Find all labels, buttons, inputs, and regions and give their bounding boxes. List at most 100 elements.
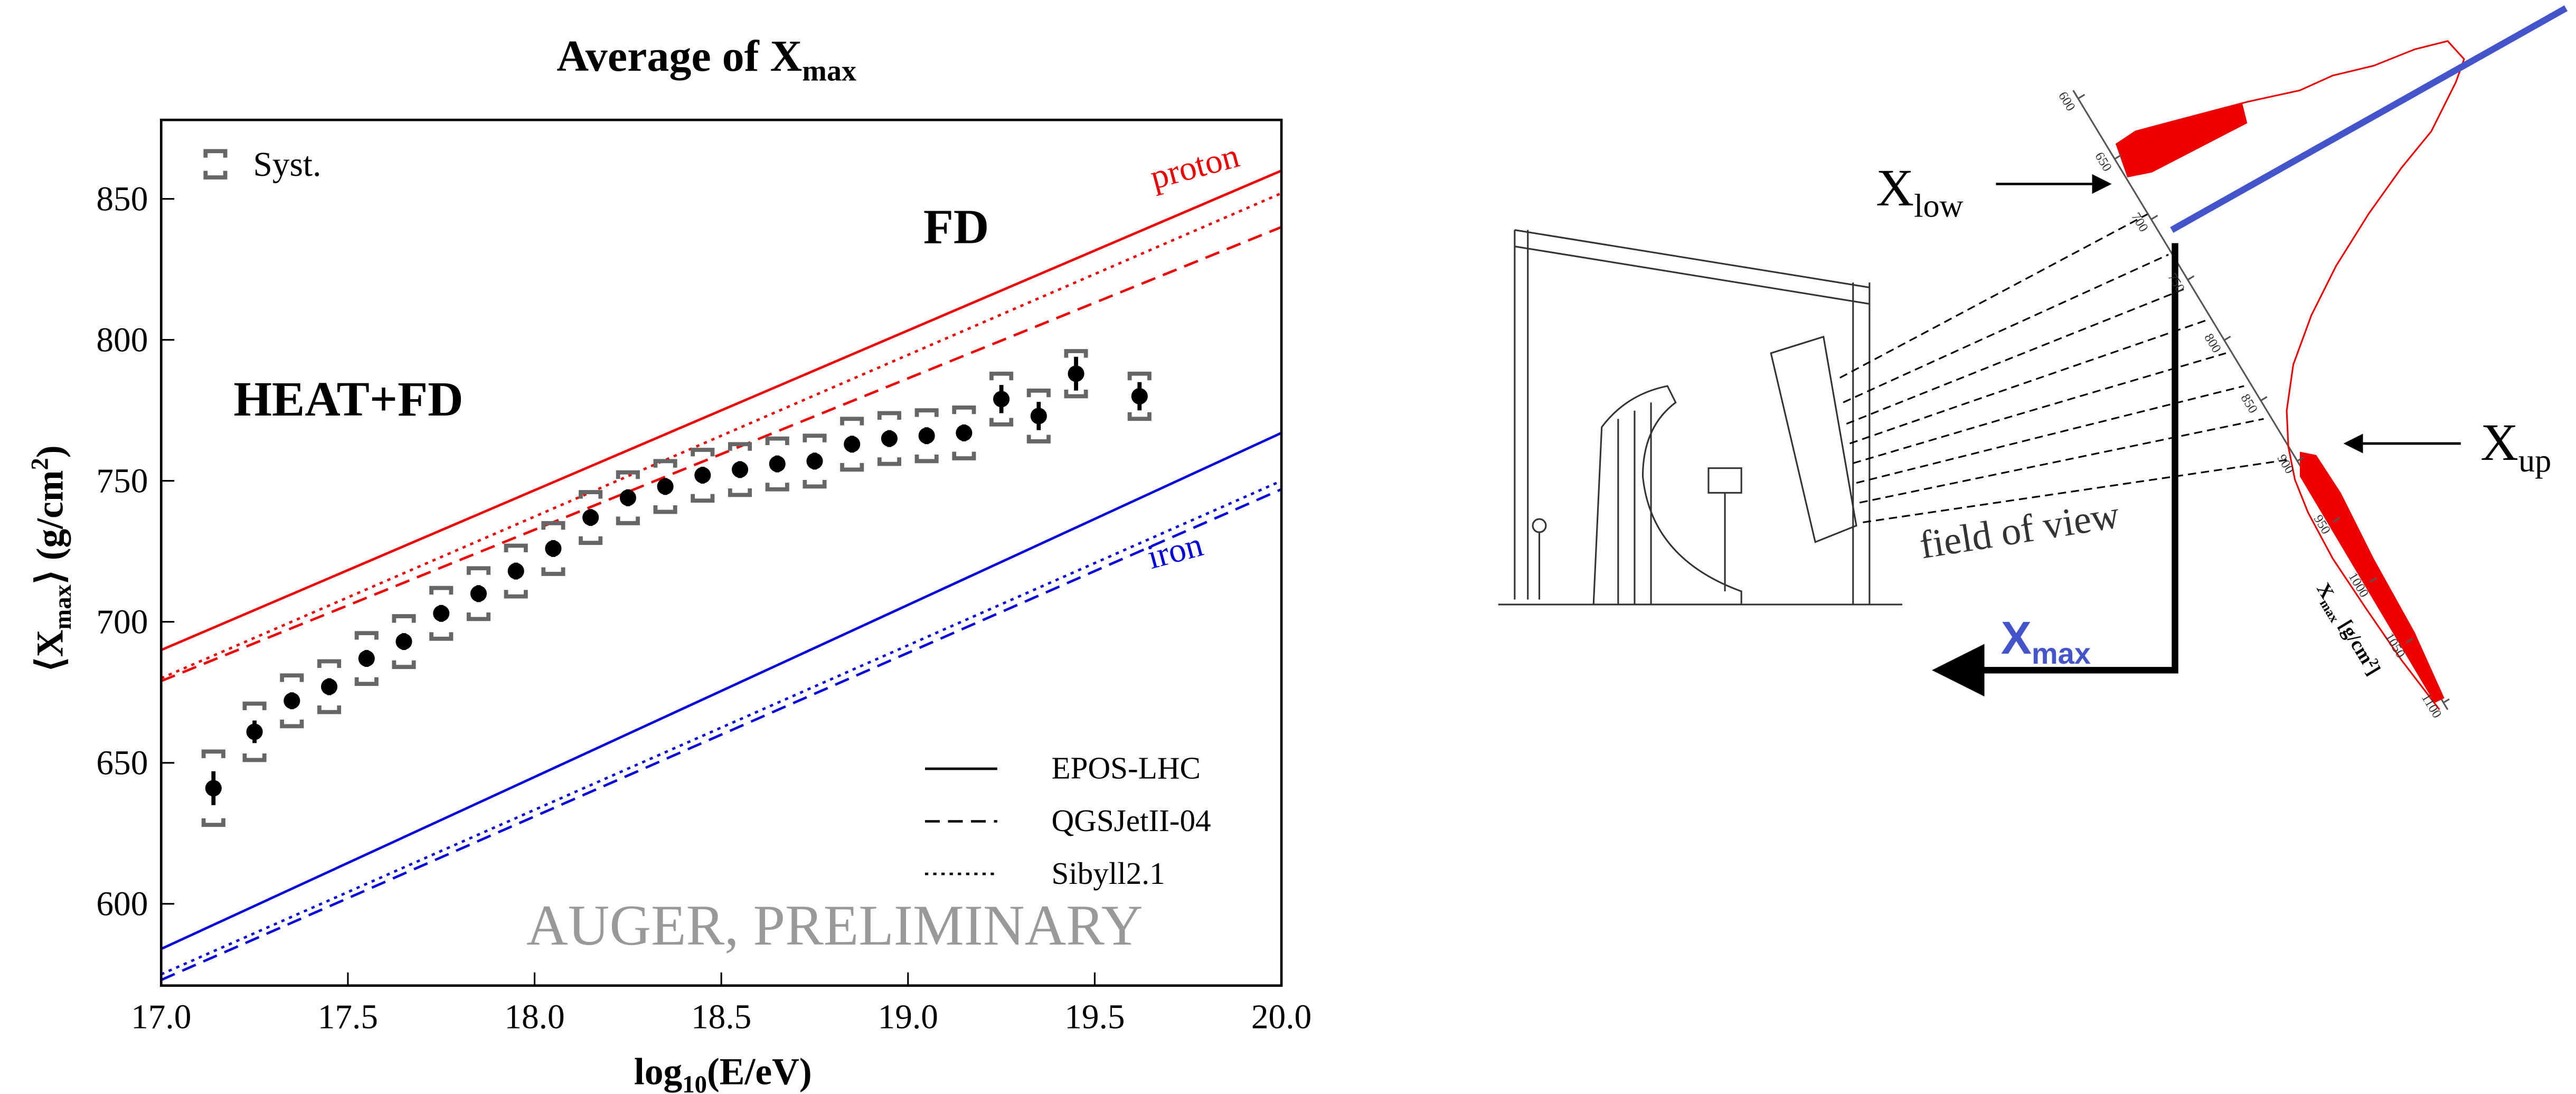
scale-tick xyxy=(2333,517,2341,523)
fov-label: field of view xyxy=(1917,493,2122,568)
data-point xyxy=(731,461,749,478)
hist-outline xyxy=(2115,40,2465,710)
syst-bracket xyxy=(541,521,565,576)
data-point xyxy=(844,436,861,452)
xmax-arrow xyxy=(1932,243,2178,697)
data-point xyxy=(956,425,973,441)
scale-tick xyxy=(2405,638,2413,644)
fd-label: FD xyxy=(923,200,989,254)
syst-bracket xyxy=(504,543,528,599)
xmax-sub: max xyxy=(2032,637,2091,670)
syst-bracket xyxy=(616,470,640,525)
syst-bracket xyxy=(691,448,715,503)
data-point xyxy=(657,478,674,495)
iron-line xyxy=(161,431,1282,950)
iron-line xyxy=(161,488,1282,982)
plot-frame xyxy=(159,118,1283,987)
syst-legend-label: Syst. xyxy=(253,146,322,184)
proton-line xyxy=(161,192,1282,680)
syst-bracket xyxy=(579,490,603,545)
data-point xyxy=(1131,388,1148,405)
plot: 17.0 17.5 18.0 18.5 19.0 19.5 20.0 600 650 700 750… xyxy=(96,149,1311,1036)
data-point xyxy=(918,427,935,444)
x-tick-label: 18.5 xyxy=(691,998,751,1036)
syst-bracket xyxy=(354,631,379,686)
scale-tick xyxy=(2078,93,2086,100)
syst-bracket xyxy=(877,411,901,466)
data-point xyxy=(358,650,375,667)
x-tick-label: 17.0 xyxy=(131,998,191,1036)
ylabel-post: ) xyxy=(30,445,71,458)
syst-bracket xyxy=(765,436,789,492)
title-text: Average of X xyxy=(556,32,802,81)
syst-bracket xyxy=(201,749,225,827)
xup-label: Xup xyxy=(2480,413,2551,479)
data-point xyxy=(433,605,450,622)
ylabel-sup: 2 xyxy=(26,458,54,470)
syst-bracket xyxy=(952,405,976,460)
data-point xyxy=(881,430,898,447)
x-tick-label: 19.0 xyxy=(878,998,938,1036)
x-tick-label: 19.5 xyxy=(1064,998,1125,1036)
syst-bracket xyxy=(1127,371,1152,421)
xlow-label: Xlow xyxy=(1876,158,1963,224)
ylabel-mid: ⟩ (g/cm xyxy=(30,470,71,584)
syst-bracket xyxy=(280,673,304,729)
data-point xyxy=(205,780,222,797)
data-point xyxy=(993,391,1010,408)
watermark: AUGER, PRELIMINARY xyxy=(526,893,1143,957)
syst-bracket xyxy=(989,371,1014,427)
title-sub: max xyxy=(802,54,856,87)
model-lines xyxy=(161,169,1282,982)
ylabel-pre: ⟨X xyxy=(30,630,71,672)
data-point xyxy=(470,585,487,602)
xlow-text: X xyxy=(1876,158,1914,217)
xlow-sub: low xyxy=(1914,188,1963,224)
legend-label: Sibyll2.1 xyxy=(1052,856,1165,891)
scale-tick xyxy=(2150,214,2158,220)
x-tick-label: 20.0 xyxy=(1251,998,1311,1036)
xup-text: X xyxy=(2480,413,2518,471)
syst-bracket xyxy=(317,659,342,714)
y-tick-label: 800 xyxy=(96,321,148,359)
iron-label: iron xyxy=(1143,525,1206,577)
scale-tick xyxy=(2187,275,2195,281)
xlabel-sub: 10 xyxy=(682,1071,707,1094)
chart-title: Average of Xmax xyxy=(556,32,856,88)
syst-bracket xyxy=(653,459,677,514)
syst-bracket xyxy=(728,442,752,497)
syst-bracket xyxy=(840,417,864,472)
syst-bracket xyxy=(803,433,827,489)
data-point xyxy=(582,509,599,526)
xlabel-pre: log xyxy=(634,1051,683,1092)
syst-bracket xyxy=(429,586,454,641)
scale-tick xyxy=(2114,154,2122,160)
syst-bracket xyxy=(1064,349,1088,399)
scale-tick xyxy=(2223,335,2231,341)
scale-tick xyxy=(2296,456,2304,462)
y-tick-label: 600 xyxy=(96,885,148,923)
data-point xyxy=(284,692,300,709)
scale-tick xyxy=(2260,396,2268,402)
building xyxy=(1498,229,1903,606)
proton-line xyxy=(161,169,1282,652)
xup-sub: up xyxy=(2518,443,2551,479)
ylabel-sub: max xyxy=(49,584,77,629)
proton-label: proton xyxy=(1146,137,1243,197)
data-point xyxy=(1068,365,1084,382)
hist-fill-high xyxy=(2299,451,2445,703)
y-tick-label: 750 xyxy=(96,462,148,500)
y-axis-label: ⟨Xmax⟩ (g/cm2) xyxy=(26,445,77,672)
syst-bracket xyxy=(242,701,267,762)
data-point xyxy=(320,678,338,695)
fov-lines xyxy=(1839,213,2287,523)
syst-legend-icon xyxy=(203,149,228,180)
y-tick-label: 850 xyxy=(96,180,148,218)
legend-label: EPOS-LHC xyxy=(1052,751,1201,786)
data-point xyxy=(619,489,636,506)
data-point xyxy=(694,467,711,484)
data-point xyxy=(395,633,412,650)
